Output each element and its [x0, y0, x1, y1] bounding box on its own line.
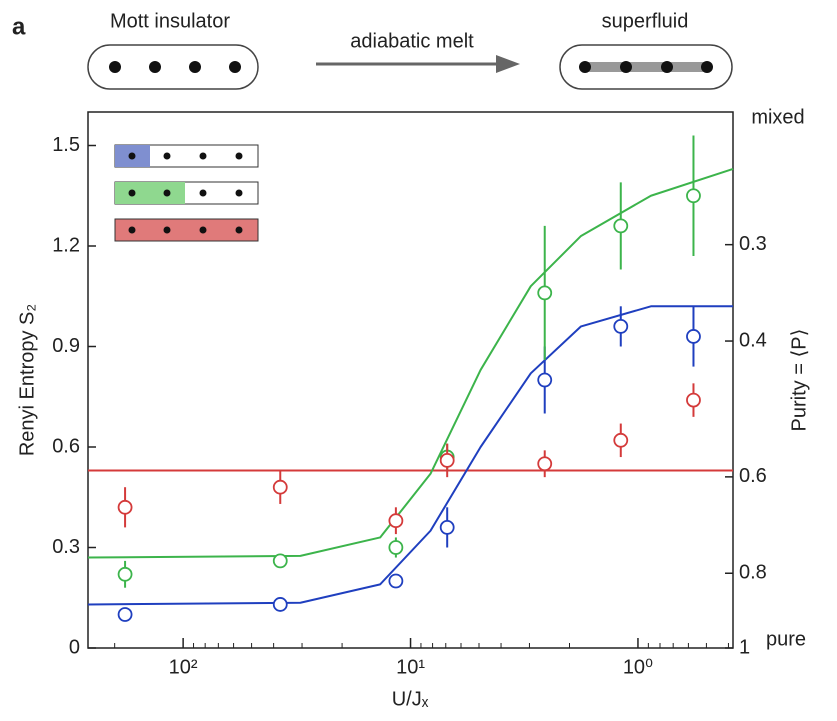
y2-tick-label: 0.4: [739, 329, 767, 351]
y-axis-label: Renyi Entropy S₂: [16, 304, 38, 456]
data-point: [613, 432, 629, 448]
x-tick-label: 10¹: [396, 656, 425, 678]
atoms: [109, 61, 241, 73]
data-point: [686, 329, 701, 344]
diagram-right-label: superfluid: [602, 10, 689, 32]
arrow-head: [496, 55, 520, 73]
data-point: [388, 573, 404, 589]
y-tick-label: 0: [69, 636, 80, 658]
atoms: [579, 61, 713, 73]
y2-top-label: mixed: [751, 106, 804, 128]
data-point: [388, 540, 404, 555]
data-point: [117, 499, 133, 515]
diagram-arrow-label: adiabatic melt: [350, 30, 474, 52]
chain-box: [559, 44, 733, 90]
data-point: [388, 513, 404, 529]
fit-curve: [87, 305, 733, 606]
data-point: [686, 392, 701, 408]
y2-axis-label: Purity = ⟨P⟩: [788, 329, 810, 432]
y2-bottom-label: pure: [766, 628, 806, 650]
data-point: [439, 520, 455, 535]
x-axis-label: U/Jₓ: [392, 688, 429, 710]
diagram-left-label: Mott insulator: [110, 10, 230, 32]
y-tick-label: 1.5: [52, 134, 80, 156]
data-point: [117, 566, 133, 582]
data-point: [537, 285, 553, 301]
data-point: [537, 456, 553, 472]
inset-legend: [114, 144, 259, 242]
y2-tick-label: 0.8: [739, 562, 767, 584]
y-tick-label: 0.6: [52, 435, 80, 457]
panel-label: a: [12, 13, 26, 40]
y2-tick-label: 0.6: [739, 465, 767, 487]
y-tick-label: 0.9: [52, 335, 80, 357]
y2-tick-label: 0.3: [739, 233, 767, 255]
y2-tick-label: 1: [739, 636, 750, 658]
x-tick-label: 10⁰: [623, 656, 653, 678]
data-point: [686, 188, 701, 204]
data-point: [272, 479, 288, 495]
y-tick-label: 1.2: [52, 234, 80, 256]
y-tick-label: 0.3: [52, 536, 80, 558]
data-point: [613, 318, 629, 334]
data-point: [613, 218, 629, 234]
data-point: [272, 597, 288, 612]
fit-curve: [87, 167, 734, 559]
chain-box: [87, 44, 259, 90]
x-tick-label: 10²: [169, 656, 198, 678]
data-point: [272, 553, 288, 569]
data-point: [117, 607, 133, 622]
data-point: [537, 372, 553, 388]
data-point: [439, 452, 455, 468]
